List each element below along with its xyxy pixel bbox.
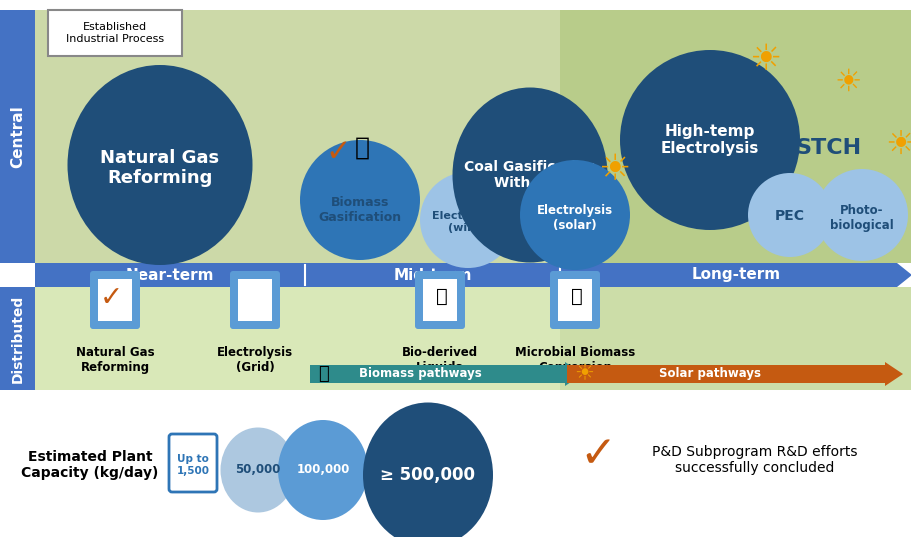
Circle shape: [619, 50, 799, 230]
FancyBboxPatch shape: [415, 271, 465, 329]
Text: Microbial Biomass
Conversion: Microbial Biomass Conversion: [515, 346, 634, 374]
Bar: [559, 10, 911, 263]
Text: Photo-
biological: Photo- biological: [829, 204, 893, 232]
Text: Up to
1,500: Up to 1,500: [177, 454, 210, 476]
Bar: [97, 279, 132, 321]
Text: ✓: ✓: [578, 433, 616, 476]
Text: P&D Subprogram R&D efforts
successfully concluded: P&D Subprogram R&D efforts successfully …: [651, 445, 857, 475]
Text: Biomass
Gasification: Biomass Gasification: [318, 196, 401, 224]
Text: Estimated Plant
Capacity (kg/day): Estimated Plant Capacity (kg/day): [21, 450, 159, 480]
FancyBboxPatch shape: [549, 271, 599, 329]
Text: Electrolysis
(solar): Electrolysis (solar): [537, 204, 612, 232]
Text: 100,000: 100,000: [296, 463, 349, 476]
Text: 🌿: 🌿: [570, 287, 582, 306]
Text: Long-term: Long-term: [691, 267, 780, 282]
Text: Biomass pathways: Biomass pathways: [358, 367, 481, 381]
Text: PEC: PEC: [774, 209, 804, 223]
Text: Bio-derived
Liquids: Bio-derived Liquids: [402, 346, 477, 374]
Circle shape: [747, 173, 831, 257]
Text: STCH: STCH: [794, 138, 860, 158]
Text: Natural Gas
Reforming: Natural Gas Reforming: [76, 346, 154, 374]
Text: Near-term: Near-term: [126, 267, 214, 282]
Text: ☀: ☀: [597, 153, 630, 187]
Bar: [559, 287, 911, 390]
Circle shape: [815, 169, 907, 261]
Text: Electrolysis
(Grid): Electrolysis (Grid): [217, 346, 292, 374]
Text: 50,000: 50,000: [235, 463, 281, 476]
Bar: [0, 287, 35, 390]
Bar: [0, 10, 35, 263]
Text: 🌿: 🌿: [435, 287, 447, 306]
Ellipse shape: [220, 427, 295, 512]
Ellipse shape: [67, 65, 252, 265]
Text: Solar pathways: Solar pathways: [659, 367, 760, 381]
Text: ✓: ✓: [99, 284, 122, 312]
Circle shape: [420, 172, 516, 268]
Text: ☀: ☀: [884, 128, 911, 162]
Text: 🌿: 🌿: [354, 136, 369, 160]
Text: Established
Industrial Process: Established Industrial Process: [66, 22, 164, 44]
Ellipse shape: [278, 420, 368, 520]
Text: 🌿: 🌿: [318, 365, 328, 383]
Text: High-temp
Electrolysis: High-temp Electrolysis: [660, 124, 758, 156]
Text: ☀: ☀: [748, 43, 781, 77]
Text: Mid-term: Mid-term: [393, 267, 471, 282]
Bar: [238, 279, 271, 321]
Bar: [35, 263, 896, 287]
FancyArrow shape: [567, 362, 902, 386]
Text: ☀: ☀: [573, 364, 593, 384]
FancyArrow shape: [310, 362, 582, 386]
Text: Central: Central: [10, 105, 25, 168]
Text: Coal Gasification
With CCS: Coal Gasification With CCS: [464, 160, 595, 190]
Text: ☀: ☀: [834, 68, 861, 97]
Bar: [558, 279, 591, 321]
Circle shape: [519, 160, 630, 270]
FancyBboxPatch shape: [230, 271, 280, 329]
Text: Electrolysis
(wind): Electrolysis (wind): [432, 211, 504, 233]
FancyBboxPatch shape: [169, 434, 217, 492]
FancyBboxPatch shape: [48, 10, 182, 56]
Circle shape: [300, 140, 420, 260]
Text: ✓: ✓: [325, 137, 351, 166]
FancyBboxPatch shape: [90, 271, 140, 329]
Bar: [423, 279, 456, 321]
Text: Distributed: Distributed: [11, 294, 25, 383]
Text: Natural Gas
Reforming: Natural Gas Reforming: [100, 149, 220, 187]
Bar: [35, 287, 559, 390]
Polygon shape: [896, 263, 911, 287]
Text: ≥ 500,000: ≥ 500,000: [380, 466, 475, 484]
Ellipse shape: [363, 403, 493, 537]
Ellipse shape: [452, 88, 607, 263]
Bar: [35, 10, 559, 263]
